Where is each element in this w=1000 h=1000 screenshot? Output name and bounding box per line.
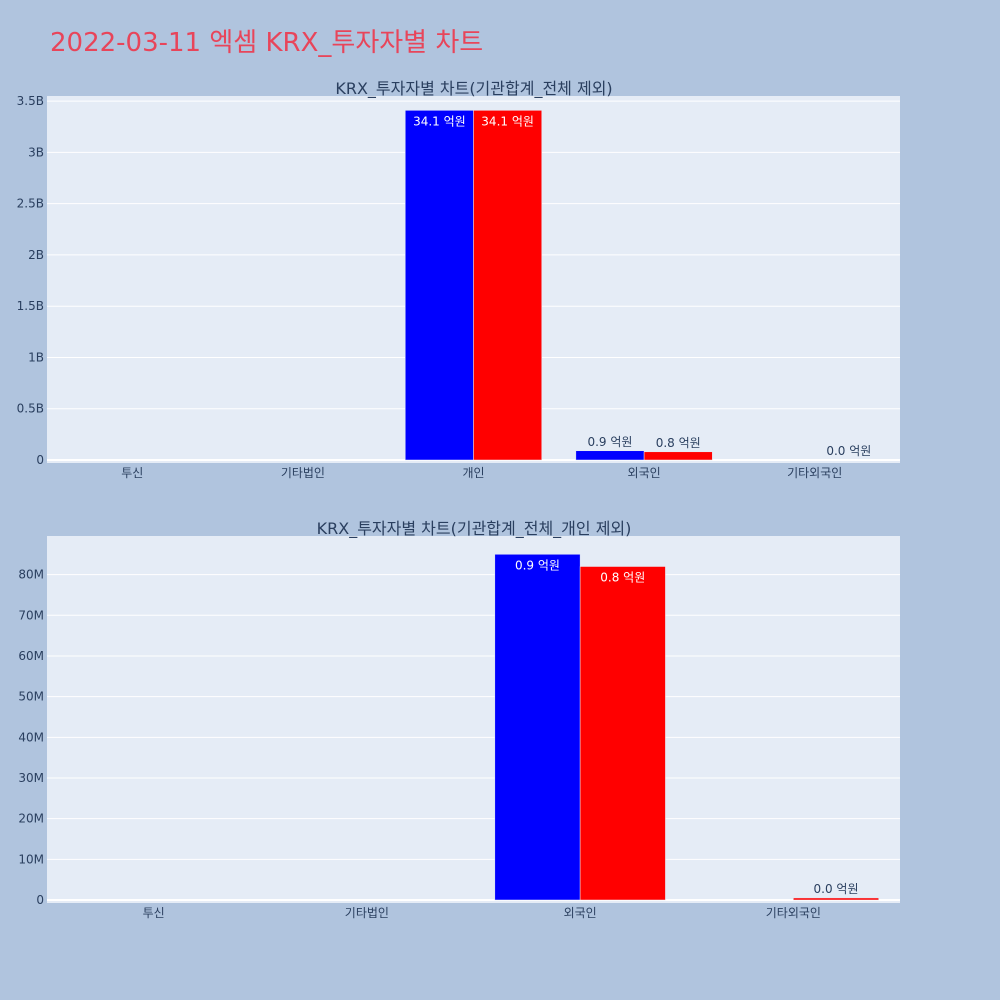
x-tick-label: 외국인 bbox=[628, 466, 661, 480]
x-tick-label: 투신 bbox=[121, 466, 143, 480]
data-label: 0.0 억원 bbox=[814, 882, 859, 896]
x-tick-label: 개인 bbox=[462, 466, 484, 480]
bar bbox=[793, 897, 879, 901]
y-tick-label: 0 bbox=[36, 453, 44, 467]
x-tick-label: 기타법인 bbox=[345, 906, 389, 920]
x-tick-label: 투신 bbox=[143, 906, 165, 920]
y-tick-label: 2.5B bbox=[17, 197, 44, 211]
x-tick-label: 기타외국인 bbox=[787, 466, 842, 480]
data-label: 0.8 억원 bbox=[600, 571, 645, 585]
y-tick-label: 3B bbox=[28, 145, 44, 159]
y-tick-label: 20M bbox=[18, 812, 44, 826]
bar bbox=[579, 566, 666, 901]
data-label: 34.1 억원 bbox=[413, 114, 466, 128]
y-tick-label: 70M bbox=[18, 608, 44, 622]
y-tick-label: 0.5B bbox=[17, 402, 44, 416]
chart-2: 0 10M 20M 30M 40M 50M 60M 70M 80M KRX_투자자별 차트(기관합… bbox=[18, 519, 900, 920]
y-tick-label: 1.5B bbox=[17, 299, 44, 313]
y-tick-label: 3.5B bbox=[17, 94, 44, 108]
y-tick-label: 0 bbox=[36, 893, 44, 907]
x-tick-label: 외국인 bbox=[564, 906, 597, 920]
data-label: 0.0 억원 bbox=[826, 444, 871, 458]
chart-1: 0 0.5B 1B 1.5B 2B 2.5B 3B 3.5B KRX_투자자별 차트(기관합계_… bbox=[17, 79, 900, 480]
x-tick-label: 기타외국인 bbox=[766, 906, 821, 920]
bar bbox=[473, 110, 542, 461]
data-label: 0.8 억원 bbox=[656, 436, 701, 450]
y-tick-label: 2B bbox=[28, 248, 44, 262]
bar bbox=[405, 110, 474, 461]
page-title: 2022-03-11 엑셈 KRX_투자자별 차트 bbox=[50, 28, 484, 58]
y-tick-label: 40M bbox=[18, 730, 44, 744]
chart-title: KRX_투자자별 차트(기관합계_전체 제외) bbox=[335, 79, 612, 99]
data-label: 0.9 억원 bbox=[515, 558, 560, 572]
x-tick-label: 기타법인 bbox=[281, 466, 325, 480]
plot-area bbox=[47, 536, 900, 903]
bar bbox=[575, 450, 645, 461]
chart-title: KRX_투자자별 차트(기관합계_전체_개인 제외) bbox=[317, 519, 632, 539]
data-label: 0.9 억원 bbox=[587, 435, 632, 449]
y-tick-label: 60M bbox=[18, 649, 44, 663]
y-tick-label: 50M bbox=[18, 690, 44, 704]
y-tick-label: 80M bbox=[18, 568, 44, 582]
data-label: 34.1 억원 bbox=[481, 114, 534, 128]
bar bbox=[643, 451, 713, 461]
y-tick-label: 30M bbox=[18, 771, 44, 785]
bar bbox=[494, 554, 581, 901]
y-tick-label: 1B bbox=[28, 350, 44, 364]
y-tick-label: 10M bbox=[18, 852, 44, 866]
